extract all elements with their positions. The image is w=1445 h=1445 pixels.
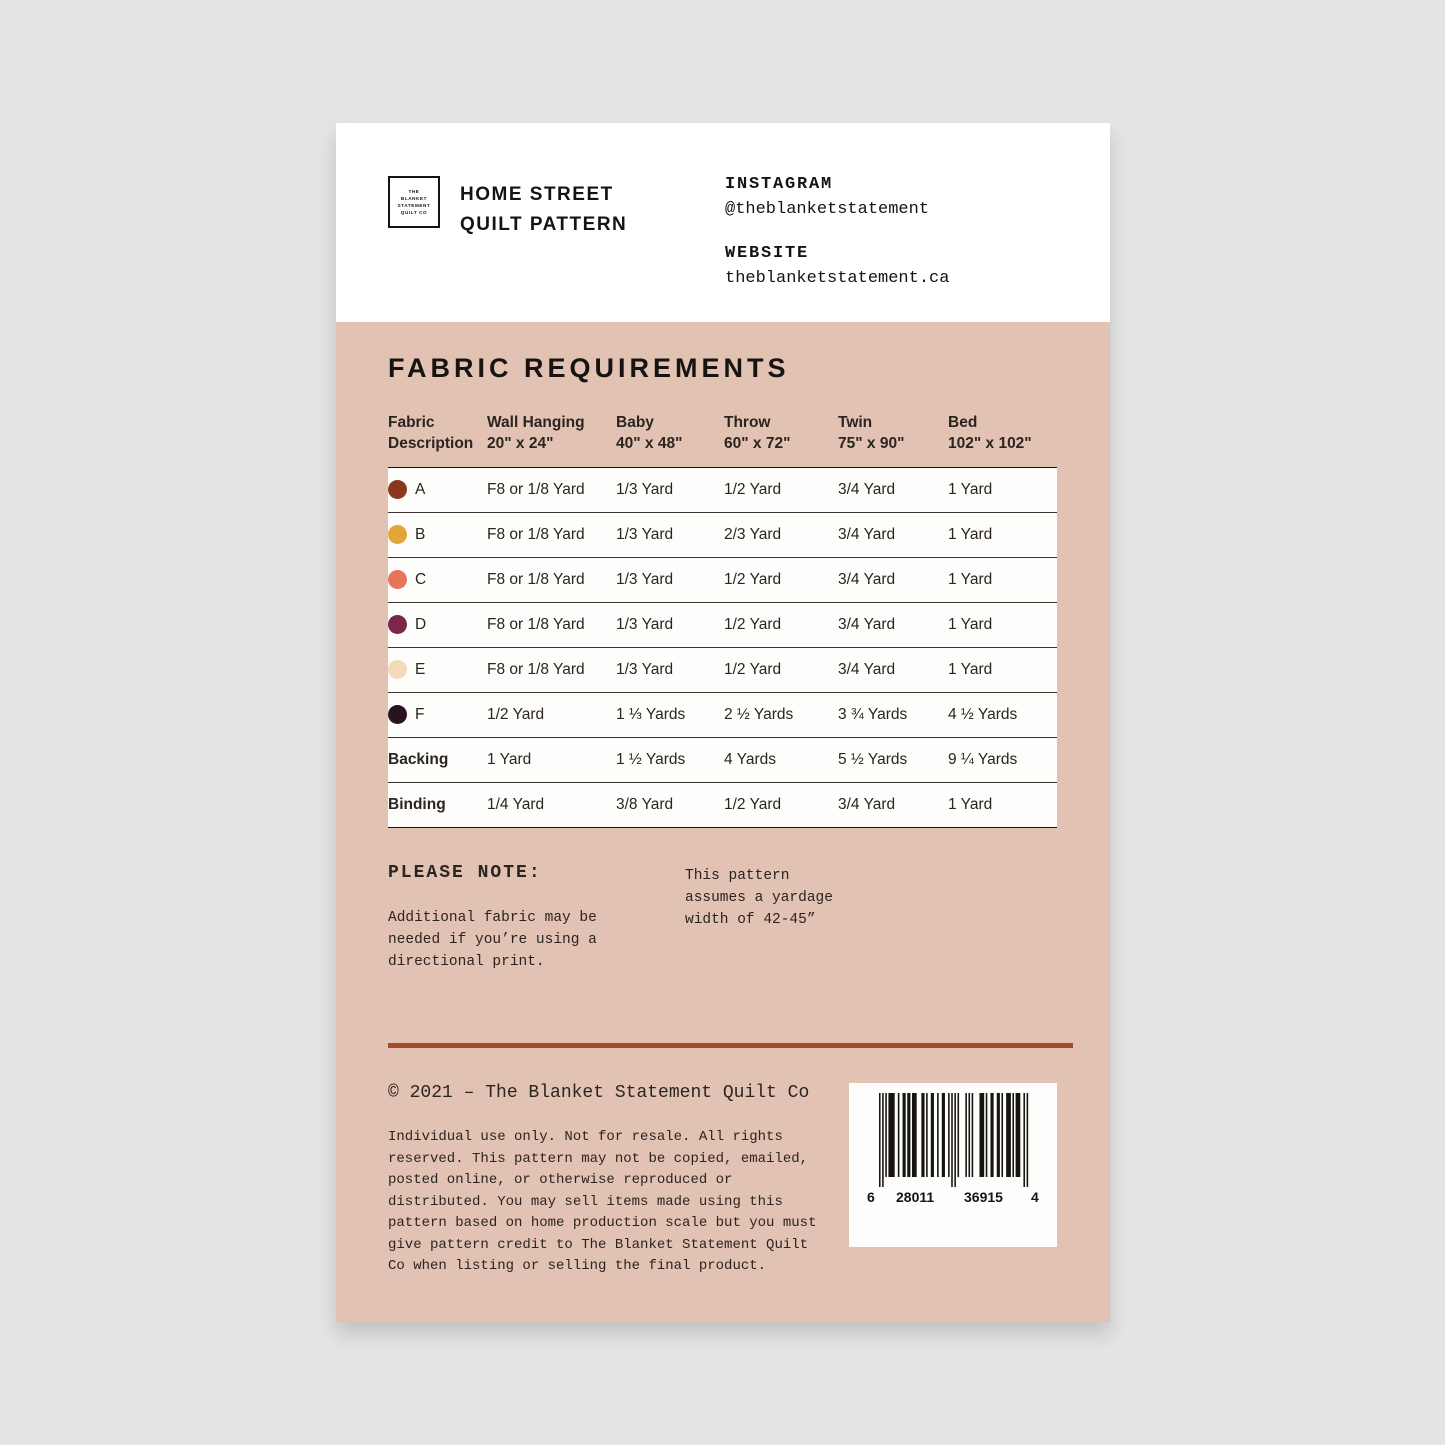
- svg-text:36915: 36915: [964, 1189, 1003, 1205]
- svg-text:4: 4: [1031, 1189, 1039, 1205]
- svg-text:28011: 28011: [896, 1189, 934, 1205]
- svg-text:6: 6: [867, 1189, 875, 1205]
